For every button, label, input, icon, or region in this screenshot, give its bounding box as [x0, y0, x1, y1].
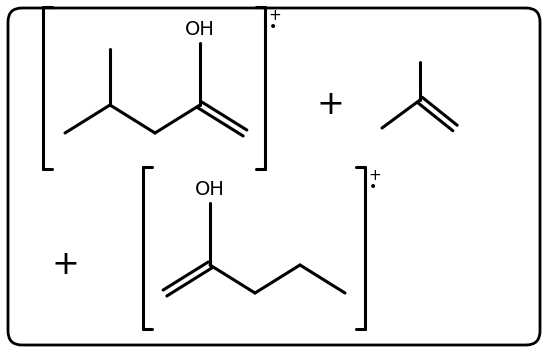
Text: +: +	[368, 168, 381, 183]
FancyBboxPatch shape	[8, 8, 540, 345]
Text: •: •	[269, 20, 277, 34]
Text: OH: OH	[185, 20, 215, 40]
Text: +: +	[316, 89, 344, 121]
Text: +: +	[268, 8, 281, 23]
Text: OH: OH	[195, 180, 225, 199]
Text: +: +	[51, 249, 79, 281]
Text: •: •	[369, 180, 377, 194]
